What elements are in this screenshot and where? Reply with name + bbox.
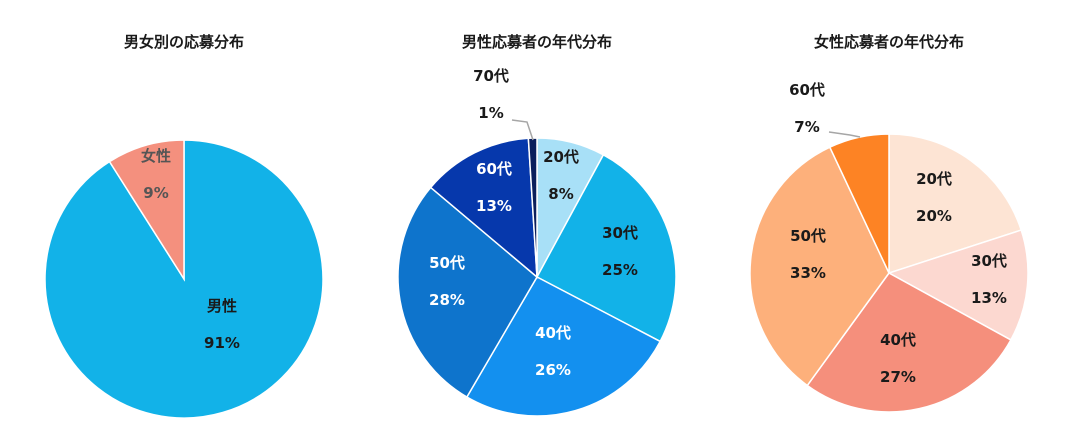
slice-label: 60代 [476, 160, 512, 178]
chart-title: 男性応募者の年代分布 [462, 33, 612, 51]
slices [749, 133, 1029, 413]
slice-percent-label: 91% [204, 334, 240, 352]
chart-female-age: 女性応募者の年代分布 20代 20% 30代 13% 40代 27% 50代 33% 60代 7% [749, 33, 1029, 413]
slice-percent-label: 9% [143, 184, 168, 202]
pie-slice [749, 146, 890, 387]
slice-percent-label: 8% [548, 185, 573, 203]
chart-gender: 男女別の応募分布 男性 91% 女性 9% [44, 33, 324, 419]
pie-slice [465, 276, 662, 417]
pie-slice [887, 229, 1029, 341]
labels: 20代 20% 30代 13% 40代 27% 50代 33% 60代 7% [789, 81, 1007, 386]
slice-percent-label: 1% [478, 104, 503, 122]
slice-percent-label: 13% [476, 197, 512, 215]
pie-slice [429, 137, 538, 279]
slice-label: 40代 [880, 331, 916, 349]
slice-label: 70代 [473, 67, 509, 85]
slice-label: 30代 [602, 224, 638, 242]
pie-slice [888, 133, 1023, 275]
slice-percent-label: 13% [971, 289, 1007, 307]
slice-percent-label: 26% [535, 361, 571, 379]
slice-label: 30代 [971, 252, 1007, 270]
slice-label: 40代 [535, 324, 571, 342]
pie-slice [806, 272, 1012, 413]
chart-title: 男女別の応募分布 [124, 33, 244, 51]
leader-line [511, 119, 534, 141]
slice-percent-label: 20% [916, 207, 952, 225]
pie-slice [108, 139, 185, 282]
labels: 20代 8% 30代 25% 40代 26% 50代 28% 60代 13% 70代 1% [429, 67, 638, 379]
slice-percent-label: 33% [790, 264, 826, 282]
slice-label: 50代 [429, 254, 465, 272]
slice-label: 20代 [916, 170, 952, 188]
slice-label: 50代 [790, 227, 826, 245]
slice-percent-label: 27% [880, 368, 916, 386]
slice-percent-label: 7% [794, 118, 819, 136]
slice-label: 60代 [789, 81, 825, 99]
slices [44, 139, 324, 419]
slice-percent-label: 25% [602, 261, 638, 279]
slice-label: 女性 [141, 147, 171, 165]
slice-label: 男性 [207, 297, 237, 315]
chart-male-age: 男性応募者の年代分布 20代 8% 30代 25% 40代 26% 50代 28% 60代 13%… [397, 33, 677, 417]
chart-title: 女性応募者の年代分布 [814, 33, 964, 51]
pie-slice [397, 186, 538, 399]
slice-label: 20代 [543, 148, 579, 166]
slice-percent-label: 28% [429, 291, 465, 309]
leader-line [828, 131, 861, 138]
labels: 男性 91% 女性 9% [141, 147, 240, 352]
slices [397, 137, 677, 417]
